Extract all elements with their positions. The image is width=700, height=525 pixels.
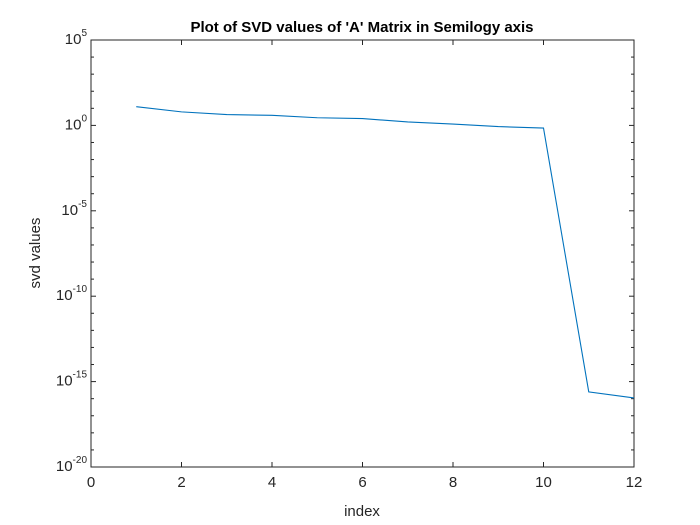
x-tick-label: 12 (626, 474, 643, 491)
x-tick-label: 4 (268, 474, 276, 491)
x-ticks: 0 2 4 6 8 10 12 (87, 40, 643, 491)
x-tick-label: 10 (535, 474, 552, 491)
y-tick-label: 10-20 (56, 455, 88, 475)
y-tick-label: 105 (65, 28, 88, 48)
chart-title: Plot of SVD values of 'A' Matrix in Semi… (190, 19, 533, 36)
x-tick-label: 2 (177, 474, 185, 491)
plot-area-frame (90, 39, 635, 468)
y-tick-label: 100 (65, 113, 88, 133)
y-tick-label: 10-5 (61, 199, 87, 219)
x-axis-label: index (344, 503, 380, 520)
axes-box (90, 39, 635, 468)
y-ticks: 10-20 10-15 10-10 10-5 100 105 (56, 28, 634, 475)
x-tick-label: 6 (358, 474, 366, 491)
x-tick-label: 8 (449, 474, 457, 491)
y-axis-label: svd values (27, 218, 44, 289)
y-tick-label: 10-10 (56, 284, 88, 304)
x-tick-label: 0 (87, 474, 95, 491)
y-tick-label: 10-15 (56, 370, 88, 390)
plot-lines (136, 106, 635, 399)
svd-values-line (136, 106, 635, 399)
